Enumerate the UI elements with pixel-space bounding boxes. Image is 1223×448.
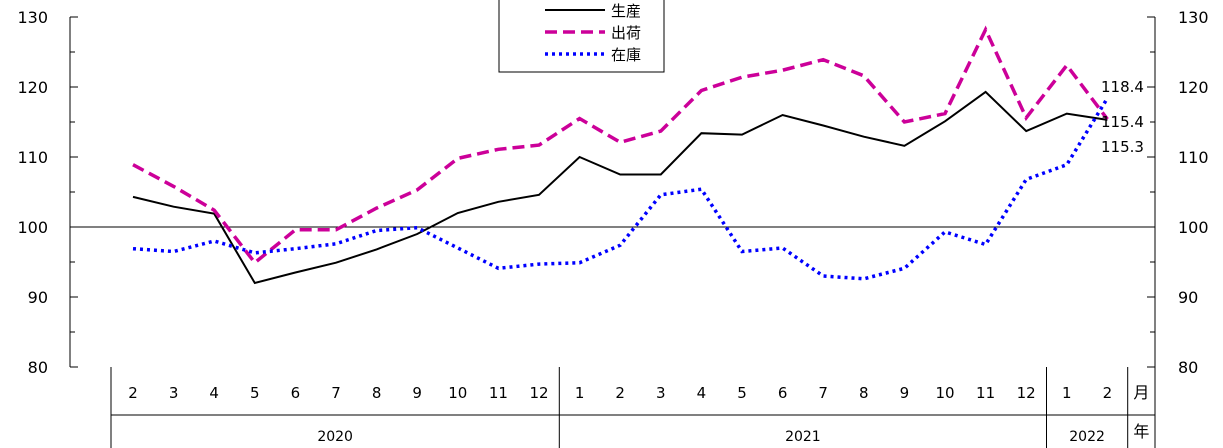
end-value-label-2: 115.3 bbox=[1101, 138, 1144, 156]
end-value-labels: 118.4 115.4 115.3 bbox=[1101, 78, 1144, 156]
chart-series-lines bbox=[132, 25, 1109, 285]
legend-label-2: 在庫 bbox=[611, 46, 641, 64]
x-tick-label: 5 bbox=[737, 384, 747, 402]
y-tick-label-left: 110 bbox=[17, 148, 48, 167]
legend-label-0: 生産 bbox=[611, 2, 641, 20]
x-tick-label: 4 bbox=[697, 384, 707, 402]
y-tick-label-left: 80 bbox=[28, 358, 48, 377]
month-unit-label: 月 bbox=[1133, 383, 1149, 402]
series-line-2 bbox=[132, 97, 1109, 281]
series-line-1 bbox=[132, 25, 1109, 266]
x-tick-label: 10 bbox=[448, 384, 467, 402]
year-label: 2020 bbox=[317, 429, 353, 445]
x-tick-label: 11 bbox=[489, 384, 508, 402]
y-tick-label-left: 100 bbox=[17, 218, 48, 237]
legend-box bbox=[498, 0, 665, 73]
x-tick-label: 2 bbox=[615, 384, 625, 402]
y-tick-label-right: 100 bbox=[1178, 218, 1209, 237]
y-tick-label-right: 130 bbox=[1178, 8, 1209, 27]
chart-axes: 80 80 90 90 100 100 110 110 120 120 130 130 bbox=[17, 8, 1208, 377]
series-line-0 bbox=[132, 90, 1108, 285]
x-tick-label: 3 bbox=[656, 384, 666, 402]
x-tick-label: 11 bbox=[976, 384, 995, 402]
x-tick-label: 9 bbox=[412, 384, 422, 402]
x-tick-label: 8 bbox=[372, 384, 382, 402]
year-label: 2022 bbox=[1069, 429, 1105, 445]
x-tick-label: 2 bbox=[1103, 384, 1113, 402]
x-tick-label: 2 bbox=[128, 384, 138, 402]
x-tick-label: 4 bbox=[209, 384, 219, 402]
end-value-label-1: 115.4 bbox=[1101, 113, 1144, 131]
x-tick-label: 12 bbox=[529, 384, 548, 402]
x-tick-label: 10 bbox=[935, 384, 954, 402]
year-label: 2021 bbox=[785, 429, 821, 445]
y-tick-label-left: 130 bbox=[17, 8, 48, 27]
y-tick-label-right: 110 bbox=[1178, 148, 1209, 167]
end-value-label-0: 118.4 bbox=[1101, 78, 1144, 96]
legend-label-1: 出荷 bbox=[611, 24, 641, 42]
x-tick-label: 3 bbox=[169, 384, 179, 402]
year-unit-label: 年 bbox=[1133, 422, 1149, 441]
y-tick-label-left: 90 bbox=[28, 288, 48, 307]
x-tick-label: 1 bbox=[575, 384, 585, 402]
x-tick-label: 8 bbox=[859, 384, 869, 402]
x-tick-label: 9 bbox=[900, 384, 910, 402]
x-tick-label: 5 bbox=[250, 384, 260, 402]
y-tick-label-right: 80 bbox=[1178, 358, 1198, 377]
y-tick-label-right: 120 bbox=[1178, 78, 1209, 97]
x-tick-label: 6 bbox=[778, 384, 788, 402]
x-tick-label: 7 bbox=[331, 384, 341, 402]
x-tick-label: 12 bbox=[1017, 384, 1036, 402]
y-tick-label-left: 120 bbox=[17, 78, 48, 97]
x-tick-label: 6 bbox=[291, 384, 301, 402]
x-tick-label: 1 bbox=[1062, 384, 1072, 402]
x-tick-label: 7 bbox=[818, 384, 828, 402]
y-tick-label-right: 90 bbox=[1178, 288, 1198, 307]
